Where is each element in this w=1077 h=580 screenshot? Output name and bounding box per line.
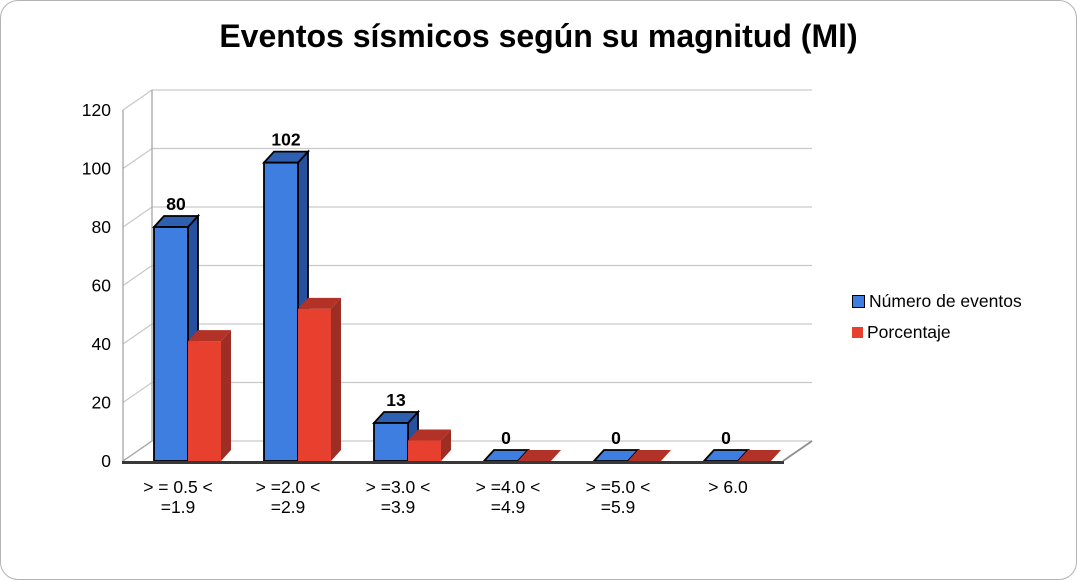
svg-text:13: 13 [386,390,406,410]
svg-text:0: 0 [611,428,621,448]
svg-text:=4.9: =4.9 [491,497,526,517]
legend: Número de eventos Porcentaje [852,292,1022,341]
svg-text:> =2.0 <: > =2.0 < [256,477,321,497]
svg-text:102: 102 [271,130,300,150]
svg-text:=1.9: =1.9 [161,497,196,517]
svg-text:=2.9: =2.9 [271,497,306,517]
svg-text:60: 60 [92,276,112,296]
chart-title: Eventos sísmicos según su magnitud (Ml) [219,18,858,54]
svg-text:0: 0 [501,428,511,448]
svg-text:> =5.0 <: > =5.0 < [586,477,651,497]
svg-text:40: 40 [92,334,112,354]
legend-item-numero-de-eventos: Número de eventos [852,292,1022,310]
svg-text:> = 0.5 <: > = 0.5 < [143,477,213,497]
svg-text:=3.9: =3.9 [381,497,416,517]
legend-label-numero-de-eventos: Número de eventos [869,291,1022,311]
svg-text:80: 80 [166,194,186,214]
legend-marker-porcentaje-icon [852,326,863,338]
svg-text:=5.9: =5.9 [601,497,636,517]
svg-text:120: 120 [82,100,111,120]
svg-text:0: 0 [101,451,111,471]
legend-item-porcentaje: Porcentaje [852,323,1022,341]
svg-text:> =4.0 <: > =4.0 < [476,477,541,497]
svg-text:> 6.0: > 6.0 [708,477,748,497]
svg-text:> =3.0 <: > =3.0 < [366,477,431,497]
plot-area: 80 102 13 0 0 0 0 20 40 60 80 100 120 > = 0.5 <=1.9 > … [82,89,813,517]
svg-text:80: 80 [92,217,112,237]
svg-text:100: 100 [82,159,111,179]
legend-label-porcentaje: Porcentaje [867,322,951,342]
legend-marker-numero-de-eventos-icon [852,294,865,308]
svg-text:20: 20 [92,393,112,413]
svg-text:0: 0 [721,428,731,448]
